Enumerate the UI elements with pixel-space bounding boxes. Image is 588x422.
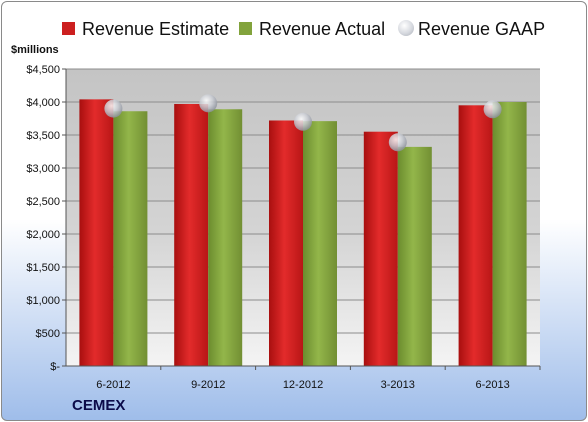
marker-revenue-gaap xyxy=(483,100,502,119)
legend-label-revenue-gaap: Revenue GAAP xyxy=(418,19,546,39)
y-tick-label: $- xyxy=(50,361,60,373)
y-tick-label: $500 xyxy=(36,328,60,340)
x-tick-label: 12-2012 xyxy=(283,379,323,391)
y-tick-label: $2,500 xyxy=(26,196,60,208)
gaap-markers xyxy=(104,94,502,152)
marker-revenue-gaap xyxy=(104,99,123,118)
marker-revenue-gaap xyxy=(199,94,218,113)
bar-revenue-actual xyxy=(492,102,527,366)
bar-revenue-estimate xyxy=(79,99,114,367)
y-tick-label: $1,500 xyxy=(26,262,60,274)
x-axis-ticks: 6-2012 9-2012 12-2012 3-2013 6-2013 xyxy=(96,366,541,391)
bar-revenue-estimate xyxy=(269,120,303,366)
x-tick-label: 6-2013 xyxy=(475,379,509,391)
y-tick-label: $4,500 xyxy=(26,64,60,76)
legend-swatch-revenue-estimate xyxy=(62,22,75,35)
company-label: CEMEX xyxy=(72,397,126,414)
bar-revenue-estimate xyxy=(363,131,398,366)
bar-revenue-actual xyxy=(208,109,243,366)
legend: Revenue Estimate Revenue Actual Revenue … xyxy=(0,17,588,41)
legend-label-revenue-estimate: Revenue Estimate xyxy=(82,19,230,39)
bar-revenue-actual xyxy=(397,146,432,366)
y-tick-label: $3,500 xyxy=(26,130,60,142)
y-tick-label: $2,000 xyxy=(26,229,60,241)
y-tick-label: $3,000 xyxy=(26,163,60,175)
x-tick-label: 6-2012 xyxy=(96,379,130,391)
x-tick-label: 3-2013 xyxy=(381,379,415,391)
bar-revenue-actual xyxy=(113,111,148,367)
marker-revenue-gaap xyxy=(388,133,407,152)
legend-marker-revenue-gaap xyxy=(398,20,414,36)
y-axis-units-label: $millions xyxy=(11,44,59,56)
y-axis-ticks: $- $500 $1,000 $1,500 $2,000 $2,500 $3,000 $3,5… xyxy=(26,64,540,373)
bar-revenue-estimate xyxy=(174,103,209,366)
legend-label-revenue-actual: Revenue Actual xyxy=(259,19,386,39)
bar-revenue-estimate xyxy=(458,105,493,367)
marker-revenue-gaap xyxy=(294,112,312,131)
y-tick-label: $4,000 xyxy=(26,97,60,109)
bar-revenue-actual xyxy=(303,121,337,366)
bar-series xyxy=(79,99,527,367)
y-tick-label: $1,000 xyxy=(26,295,60,307)
x-tick-label: 9-2012 xyxy=(191,379,225,391)
legend-swatch-revenue-actual xyxy=(239,22,252,35)
